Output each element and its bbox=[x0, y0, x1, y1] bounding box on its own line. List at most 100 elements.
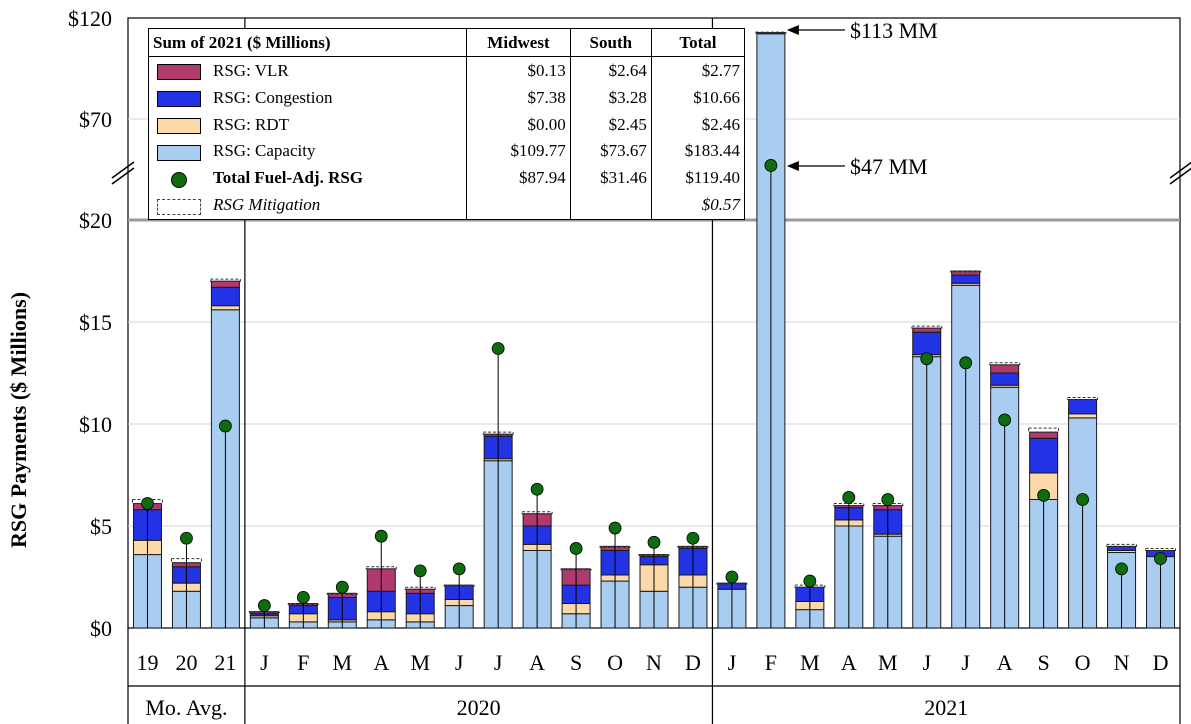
fuel-adj-marker bbox=[803, 574, 817, 588]
x-tick-label: A bbox=[529, 650, 545, 675]
fuel-adj-marker bbox=[530, 482, 544, 496]
cell-midwest: $109.77 bbox=[466, 138, 571, 165]
bar-segment bbox=[1068, 399, 1098, 415]
axis-break-mark bbox=[111, 167, 135, 185]
cell-midwest: $0.13 bbox=[466, 56, 571, 85]
bar-segment bbox=[951, 274, 981, 284]
y-tick-label: $0 bbox=[90, 616, 112, 641]
x-tick-label: F bbox=[297, 650, 309, 675]
cell-midwest: $87.94 bbox=[466, 164, 571, 192]
axis-break-mark bbox=[111, 161, 135, 179]
row-label: RSG Mitigation bbox=[213, 195, 321, 215]
mitigation-outline bbox=[1145, 547, 1177, 551]
bar-segment bbox=[1107, 545, 1137, 551]
fuel-adj-marker bbox=[1115, 562, 1128, 576]
group-label: 2021 bbox=[924, 695, 968, 720]
cell-south: $2.64 bbox=[569, 56, 652, 85]
row-label: RSG: RDT bbox=[213, 114, 290, 134]
mitigation-outline bbox=[1067, 396, 1099, 401]
table-row-vlr: RSG: VLR $0.13 $2.64 $2.77 bbox=[149, 56, 744, 85]
x-tick-label: S bbox=[1038, 650, 1050, 675]
mitigation-outline bbox=[989, 362, 1021, 366]
cell-total: $183.44 bbox=[650, 138, 744, 165]
x-tick-label: 19 bbox=[136, 650, 158, 675]
fuel-adj-marker bbox=[296, 591, 310, 604]
cell-south: $2.45 bbox=[569, 111, 652, 138]
row-label: RSG: Congestion bbox=[213, 87, 333, 107]
fuel-adj-marker bbox=[959, 356, 973, 370]
fuel-adj-marker bbox=[335, 580, 349, 594]
bar-segment bbox=[1068, 413, 1098, 419]
x-tick-label: N bbox=[1114, 650, 1130, 675]
table-row-congestion: RSG: Congestion $7.38 $3.28 $10.66 bbox=[149, 84, 744, 112]
capacity-swatch bbox=[157, 144, 201, 161]
cell-midwest bbox=[466, 191, 571, 219]
y-tick-label: $120 bbox=[68, 6, 112, 31]
fuel-adj-marker bbox=[764, 159, 778, 172]
x-tick-label: 20 bbox=[175, 650, 197, 675]
table-row-capacity: RSG: Capacity $109.77 $73.67 $183.44 bbox=[149, 138, 744, 165]
arrow-head-icon bbox=[786, 161, 799, 171]
mitigation-outline bbox=[950, 270, 982, 273]
mitigation-outline bbox=[911, 325, 943, 329]
table-header-total: Total bbox=[650, 29, 744, 58]
cell-total: $119.40 bbox=[650, 164, 744, 192]
legend-table: Sum of 2021 ($ Millions) Midwest South T… bbox=[148, 28, 745, 220]
mitigation-outline bbox=[1106, 543, 1138, 547]
x-tick-label: 21 bbox=[214, 650, 236, 675]
x-tick-label: J bbox=[455, 650, 464, 675]
table-header-south: South bbox=[569, 29, 652, 58]
congestion-swatch bbox=[157, 90, 201, 107]
group-label: 2020 bbox=[457, 695, 501, 720]
cell-total: $10.66 bbox=[650, 84, 744, 112]
fuel-adj-marker bbox=[413, 564, 427, 578]
cell-total: $0.57 bbox=[650, 191, 744, 219]
y-tick-label: $70 bbox=[79, 107, 112, 132]
bar-segment bbox=[1029, 431, 1059, 439]
x-tick-label: J bbox=[260, 650, 269, 675]
row-label: RSG: Capacity bbox=[213, 141, 316, 161]
fuel-adj-marker bbox=[842, 491, 856, 504]
cell-midwest: $0.00 bbox=[466, 111, 571, 138]
arrow-head-icon bbox=[786, 25, 799, 35]
x-tick-label: N bbox=[646, 650, 662, 675]
fuel-adj-marker bbox=[1154, 552, 1167, 566]
y-tick-label: $20 bbox=[79, 208, 112, 233]
bar-segment bbox=[912, 327, 942, 333]
x-tick-label: J bbox=[922, 650, 931, 675]
x-tick-label: A bbox=[997, 650, 1013, 675]
x-tick-label: M bbox=[333, 650, 353, 675]
x-tick-label: O bbox=[1075, 650, 1091, 675]
row-label: RSG: VLR bbox=[213, 60, 289, 80]
mitigation-outline bbox=[755, 31, 787, 34]
bar-segment bbox=[1029, 437, 1059, 474]
y-axis-label: RSG Payments ($ Millions) bbox=[6, 292, 31, 548]
table-header-title: Sum of 2021 ($ Millions) bbox=[149, 29, 467, 58]
fuel-adj-marker bbox=[1037, 488, 1051, 502]
x-tick-label: M bbox=[410, 650, 430, 675]
cell-south bbox=[569, 191, 652, 219]
annotation-label: $47 MM bbox=[850, 154, 928, 179]
y-tick-label: $15 bbox=[79, 310, 112, 335]
axis-break-mark bbox=[1169, 161, 1191, 179]
x-tick-label: D bbox=[685, 650, 701, 675]
cell-total: $2.77 bbox=[650, 56, 744, 85]
bar-segment bbox=[912, 331, 942, 356]
fuel-adj-marker bbox=[647, 535, 661, 549]
vlr-swatch bbox=[157, 63, 201, 80]
fuel-adj-dot-icon bbox=[171, 171, 187, 188]
x-tick-label: D bbox=[1153, 650, 1169, 675]
fuel-adj-marker bbox=[1076, 493, 1089, 506]
x-tick-label: M bbox=[878, 650, 898, 675]
y-tick-label: $5 bbox=[90, 514, 112, 539]
cell-total: $2.46 bbox=[650, 111, 744, 138]
fuel-adj-marker bbox=[374, 529, 388, 543]
y-tick-label: $10 bbox=[79, 412, 112, 437]
x-tick-label: M bbox=[800, 650, 820, 675]
table-row-fuel-adj: Total Fuel-Adj. RSG $87.94 $31.46 $119.4… bbox=[149, 164, 744, 192]
x-tick-label: S bbox=[570, 650, 582, 675]
cell-south: $3.28 bbox=[569, 84, 652, 112]
cell-south: $31.46 bbox=[569, 164, 652, 192]
x-tick-label: A bbox=[841, 650, 857, 675]
